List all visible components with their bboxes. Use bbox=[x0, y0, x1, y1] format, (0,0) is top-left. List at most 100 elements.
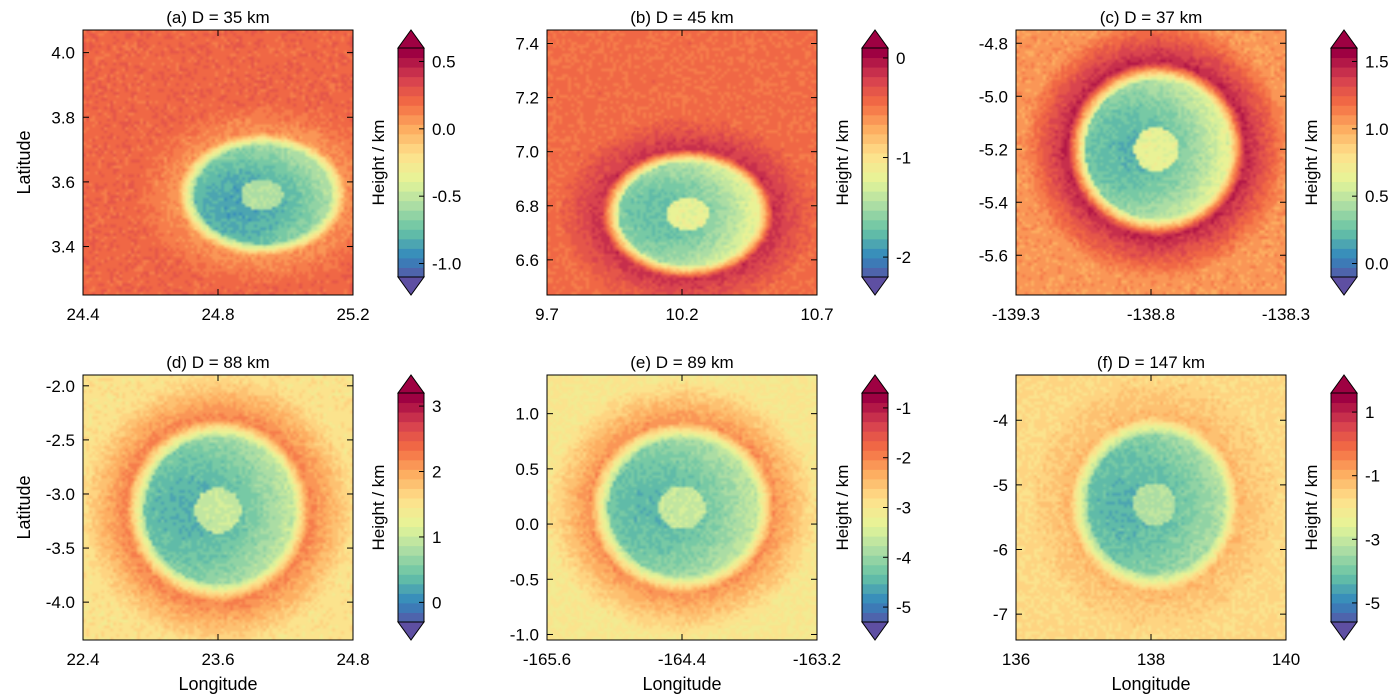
colorbar-label: Height / km bbox=[369, 465, 388, 551]
colorbar-tick-label: -1 bbox=[896, 399, 911, 418]
colorbar-band bbox=[398, 545, 424, 556]
x-axis-label: Longitude bbox=[642, 674, 721, 694]
colorbar-tick-label: -1 bbox=[1365, 467, 1380, 486]
colorbar-band bbox=[1331, 526, 1357, 537]
colorbar-tick-label: -2 bbox=[896, 248, 911, 267]
colorbar-band bbox=[398, 152, 424, 163]
y-axis-label: Latitude bbox=[14, 475, 34, 539]
colorbar-band bbox=[862, 152, 888, 163]
colorbar-band bbox=[862, 469, 888, 480]
colorbar-band bbox=[862, 555, 888, 566]
colorbar-band bbox=[398, 248, 424, 259]
x-tick-label: 140 bbox=[1272, 650, 1300, 669]
colorbar-band bbox=[1331, 200, 1357, 211]
colorbar-band bbox=[1331, 229, 1357, 240]
colorbar-band bbox=[862, 536, 888, 547]
colorbar-band bbox=[398, 133, 424, 144]
colorbar-tick-label: -4 bbox=[896, 548, 911, 567]
colorbar-band bbox=[1331, 162, 1357, 173]
colorbar-band bbox=[862, 133, 888, 144]
colorbar-band bbox=[1331, 210, 1357, 221]
colorbar-band bbox=[862, 143, 888, 154]
heatmap-image bbox=[1016, 30, 1286, 295]
panel-title: (a) D = 35 km bbox=[166, 8, 269, 27]
heatmap-image bbox=[1016, 375, 1286, 640]
colorbar-min-extend bbox=[1330, 621, 1358, 641]
colorbar-band bbox=[862, 431, 888, 442]
colorbar-band bbox=[398, 440, 424, 451]
colorbar-tick-label: 3 bbox=[432, 397, 441, 416]
x-tick-label: 9.7 bbox=[535, 305, 559, 324]
colorbar-band bbox=[398, 478, 424, 489]
heatmap-image bbox=[547, 30, 817, 295]
x-tick-label: -138.8 bbox=[1127, 305, 1175, 324]
colorbar-band bbox=[398, 124, 424, 135]
colorbar-band bbox=[862, 86, 888, 97]
y-tick-label: -4.0 bbox=[46, 593, 75, 612]
colorbar-band bbox=[862, 238, 888, 249]
colorbar-min-extend bbox=[397, 276, 425, 296]
colorbar-band bbox=[862, 412, 888, 423]
y-tick-label: 3.8 bbox=[51, 108, 75, 127]
colorbar-band bbox=[862, 105, 888, 116]
colorbar-band bbox=[398, 48, 424, 59]
colorbar-band bbox=[398, 219, 424, 230]
colorbar-band bbox=[398, 488, 424, 499]
heatmap-image bbox=[83, 375, 353, 640]
colorbar-band bbox=[862, 48, 888, 59]
panel-d: (d) D = 88 km 22.4 23.6 24.8 -4.0 -3.5 -3.0 -2.… bbox=[14, 353, 441, 694]
y-tick-label: 3.6 bbox=[51, 173, 75, 192]
colorbar-tick-label: -5 bbox=[1365, 594, 1380, 613]
colorbar-band bbox=[398, 95, 424, 106]
y-tick-label: -5.2 bbox=[979, 140, 1008, 159]
panel-title: (d) D = 88 km bbox=[166, 353, 269, 372]
colorbar-tick-label: 1.0 bbox=[1365, 120, 1389, 139]
y-tick-label: 0.5 bbox=[515, 460, 539, 479]
colorbar-tick-label: 2 bbox=[432, 463, 441, 482]
colorbar-band bbox=[1331, 267, 1357, 278]
colorbar-tick-label: 0.5 bbox=[1365, 187, 1389, 206]
colorbar: 0.0 0.5 1.0 1.5 Height / km bbox=[1302, 29, 1389, 296]
heatmap-image bbox=[83, 30, 353, 295]
colorbar-band bbox=[1331, 152, 1357, 163]
colorbar-band bbox=[862, 124, 888, 135]
colorbar-band bbox=[1331, 48, 1357, 59]
y-axis-label: Latitude bbox=[14, 130, 34, 194]
colorbar-label: Height / km bbox=[1302, 120, 1321, 206]
y-tick-label: -3.5 bbox=[46, 539, 75, 558]
colorbar-tick-label: -0.5 bbox=[432, 187, 461, 206]
colorbar-band bbox=[1331, 219, 1357, 230]
colorbar-band bbox=[1331, 497, 1357, 508]
colorbar-band bbox=[398, 200, 424, 211]
colorbar-band bbox=[398, 459, 424, 470]
panel-e: (e) D = 89 km -165.6 -164.4 -163.2 -1.0 -0.5 0… bbox=[510, 353, 911, 694]
colorbar-tick-label: 1 bbox=[432, 528, 441, 547]
colorbar-band bbox=[1331, 593, 1357, 604]
colorbar-band bbox=[398, 555, 424, 566]
colorbar-band bbox=[862, 57, 888, 68]
colorbar-band bbox=[398, 602, 424, 613]
colorbar-band bbox=[1331, 507, 1357, 518]
colorbar-tick-label: -3 bbox=[896, 499, 911, 518]
colorbar-band bbox=[862, 564, 888, 575]
y-tick-label: -2.5 bbox=[46, 431, 75, 450]
colorbar-label: Height / km bbox=[369, 120, 388, 206]
colorbar: 0 1 2 3 Height / km bbox=[369, 374, 441, 641]
colorbar-band bbox=[1331, 257, 1357, 268]
x-tick-label: 25.2 bbox=[336, 305, 369, 324]
colorbar-band bbox=[862, 248, 888, 259]
colorbar-tick-label: 0 bbox=[432, 593, 441, 612]
colorbar-min-extend bbox=[861, 621, 889, 641]
colorbar-band bbox=[1331, 555, 1357, 566]
colorbar-band bbox=[1331, 133, 1357, 144]
colorbar-band bbox=[398, 267, 424, 278]
colorbar-band bbox=[398, 238, 424, 249]
colorbar-band bbox=[1331, 602, 1357, 613]
y-tick-label: -5.0 bbox=[979, 87, 1008, 106]
colorbar-label: Height / km bbox=[1302, 465, 1321, 551]
colorbar: -2 -1 0 Height / km bbox=[833, 29, 911, 296]
y-tick-label: -4.8 bbox=[979, 34, 1008, 53]
colorbar-min-extend bbox=[861, 276, 889, 296]
colorbar-band bbox=[862, 459, 888, 470]
colorbar-band bbox=[1331, 440, 1357, 451]
